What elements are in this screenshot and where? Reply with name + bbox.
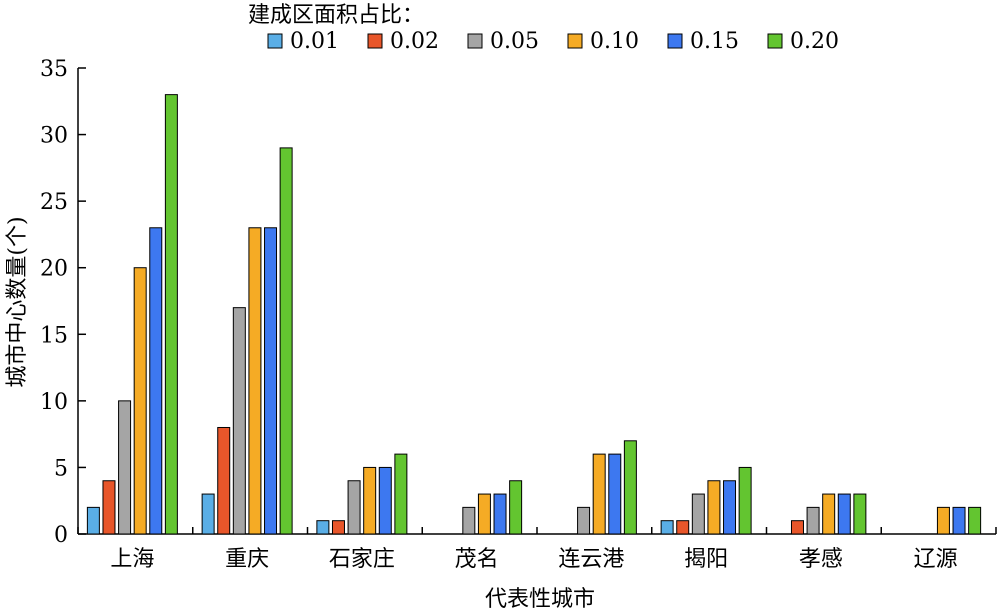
bar-0.05-重庆 [232, 307, 246, 535]
bar-0.15-上海 [149, 227, 163, 535]
x-category-label: 茂名 [455, 547, 499, 572]
y-tick-label: 0 [54, 523, 68, 548]
x-axis: 上海 重庆 石家庄 茂名 连云港 揭阳 孝感 辽源 [77, 527, 997, 572]
bar-0.01-上海 [86, 506, 100, 535]
bar-0.15-揭阳 [723, 480, 737, 535]
bar-0.02-重庆 [217, 426, 231, 535]
y-tick-label: 10 [40, 390, 68, 415]
bar-0.15-孝感 [837, 493, 851, 535]
legend-title: 建成区面积占比： [248, 3, 424, 28]
bar-0.20-重庆 [279, 147, 293, 535]
bar-0.20-连云港 [623, 440, 637, 535]
legend-swatch [367, 33, 383, 49]
bar-0.15-茂名 [493, 493, 507, 535]
bar-0.20-石家庄 [394, 453, 408, 535]
bar-0.15-石家庄 [378, 466, 392, 535]
bar-0.20-孝感 [853, 493, 867, 535]
x-category-label: 重庆 [225, 547, 269, 572]
bar-0.10-连云港 [592, 453, 606, 535]
bar-0.20-茂名 [509, 480, 523, 535]
legend-label: 0.05 [490, 29, 539, 54]
legend-swatch [467, 33, 483, 49]
y-tick-label: 35 [40, 57, 68, 82]
y-tick-label: 5 [54, 456, 68, 481]
x-category-label: 上海 [110, 547, 154, 572]
bar-0.05-孝感 [806, 506, 820, 535]
legend-items: 0.01 0.02 0.05 0.10 0.15 0.20 [267, 29, 839, 54]
x-axis-title: 代表性城市 [485, 587, 595, 611]
bar-0.10-茂名 [477, 493, 491, 535]
legend-swatch [567, 33, 583, 49]
legend-label: 0.01 [290, 29, 339, 54]
bar-0.10-揭阳 [707, 480, 721, 535]
bar-0.10-重庆 [248, 227, 262, 535]
bar-0.20-上海 [164, 94, 178, 535]
x-category-label: 孝感 [799, 547, 843, 572]
bar-0.15-重庆 [264, 227, 278, 535]
legend-label: 0.02 [390, 29, 439, 54]
bar-0.10-孝感 [822, 493, 836, 535]
bar-0.15-辽源 [952, 506, 966, 535]
bar-0.20-揭阳 [738, 466, 752, 535]
bar-0.05-石家庄 [347, 480, 361, 535]
legend-label: 0.10 [590, 29, 639, 54]
legend-label: 0.15 [690, 29, 739, 54]
legend-swatch [767, 33, 783, 49]
x-category-label: 揭阳 [684, 547, 728, 572]
bar-0.10-石家庄 [363, 466, 377, 535]
bar-0.02-孝感 [790, 520, 804, 535]
legend-label: 0.20 [790, 29, 839, 54]
bar-0.01-石家庄 [316, 520, 330, 535]
legend: 建成区面积占比： 0.01 0.02 0.05 0.10 0.15 0.20 [248, 3, 839, 54]
legend-swatch [667, 33, 683, 49]
bar-0.10-辽源 [936, 506, 950, 535]
y-tick-label: 25 [40, 190, 68, 215]
y-axis: 0 5 10 15 20 25 30 35 [40, 57, 86, 548]
bar-0.05-揭阳 [691, 493, 705, 535]
x-category-label: 辽源 [914, 547, 958, 572]
bar-0.01-揭阳 [660, 520, 674, 535]
x-category-label: 石家庄 [329, 547, 395, 572]
y-tick-label: 15 [40, 323, 68, 348]
y-tick-label: 20 [40, 257, 68, 282]
bars [86, 94, 982, 535]
bar-0.05-上海 [118, 400, 132, 535]
bar-0.01-重庆 [201, 493, 215, 535]
x-category-label: 连云港 [558, 547, 624, 572]
bar-0.05-连云港 [577, 506, 591, 535]
y-axis-title: 城市中心数量(个) [5, 216, 30, 387]
bar-0.15-连云港 [608, 453, 622, 535]
y-tick-label: 30 [40, 124, 68, 149]
legend-swatch [267, 33, 283, 49]
bar-0.02-揭阳 [676, 520, 690, 535]
bar-0.02-石家庄 [331, 520, 345, 535]
bar-0.10-上海 [133, 267, 147, 535]
bar-0.20-辽源 [968, 506, 982, 535]
bar-0.05-茂名 [462, 506, 476, 535]
bar-0.02-上海 [102, 480, 116, 535]
